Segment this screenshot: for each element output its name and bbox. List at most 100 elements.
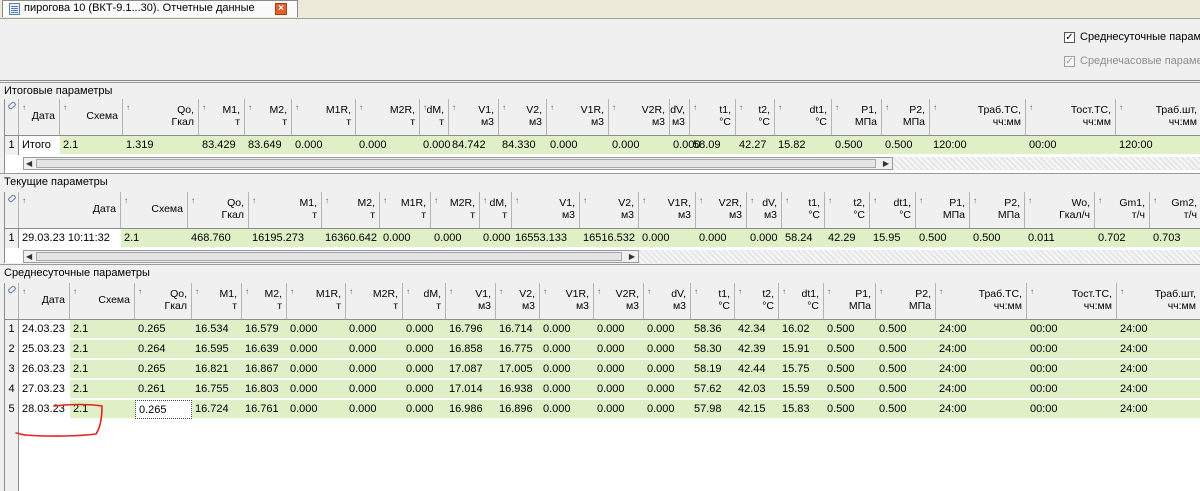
table-cell[interactable]: 0.000 — [383, 232, 411, 244]
table-cell[interactable]: 42.29 — [828, 232, 856, 244]
current-column-header[interactable]: ↑ M1R, т — [380, 192, 431, 228]
table-cell[interactable]: 58.30 — [694, 343, 722, 355]
table-cell[interactable]: 16.761 — [245, 403, 279, 415]
table-cell[interactable]: 0.500 — [973, 232, 1001, 244]
daily-column-header[interactable]: ↑ P1, МПа — [824, 283, 876, 319]
current-column-header[interactable]: ↑ V1R, м3 — [639, 192, 696, 228]
totals-column-header[interactable]: ↑ Дата — [19, 99, 60, 135]
row-number[interactable]: 1 — [5, 136, 19, 155]
table-row[interactable]: 5 28.03.23 2.1 0.265 16.724 16.761 0.000 0.000 0… — [5, 400, 1200, 419]
row-number[interactable]: 1 — [5, 229, 19, 248]
table-cell[interactable]: 0.500 — [885, 139, 913, 151]
current-column-header[interactable]: ↑ dV, м3 — [747, 192, 782, 228]
daily-avg-checkbox[interactable]: ✓ — [1064, 32, 1075, 43]
row-number[interactable]: 3 — [5, 360, 19, 379]
table-cell[interactable]: 00:00 — [1030, 363, 1058, 375]
table-cell[interactable]: 15.91 — [782, 343, 810, 355]
table-cell[interactable]: 57.62 — [694, 383, 722, 395]
table-cell[interactable]: 24:00 — [1120, 403, 1148, 415]
current-column-header[interactable]: ↑ P2, МПа — [970, 192, 1025, 228]
daily-column-header[interactable]: ↑ V2, м3 — [496, 283, 540, 319]
table-cell[interactable]: 0.000 — [290, 403, 318, 415]
table-cell[interactable]: 0.000 — [434, 232, 462, 244]
horizontal-scrollbar[interactable]: ◀ ▶ — [23, 157, 893, 170]
table-cell[interactable]: 0.000 — [647, 383, 675, 395]
table-cell[interactable]: 0.264 — [138, 343, 166, 355]
daily-column-header[interactable]: ↑ P2, МПа — [876, 283, 936, 319]
table-cell[interactable]: 17.014 — [449, 383, 483, 395]
daily-column-header[interactable]: ↑ M1R, т — [287, 283, 346, 319]
table-cell[interactable]: 0.000 — [647, 363, 675, 375]
table-cell[interactable]: 0.000 — [290, 363, 318, 375]
table-cell[interactable]: 16553.133 — [515, 232, 567, 244]
table-cell[interactable]: 15.59 — [782, 383, 810, 395]
table-cell[interactable]: 16.02 — [782, 323, 810, 335]
scroll-left-icon[interactable]: ◀ — [26, 252, 33, 261]
table-row[interactable]: 1 24.03.23 2.1 0.265 16.534 16.579 0.000 0.000 0… — [5, 320, 1200, 339]
table-cell[interactable]: 83.649 — [248, 139, 282, 151]
scroll-left-icon[interactable]: ◀ — [26, 159, 33, 168]
table-cell[interactable]: 0.000 — [543, 403, 571, 415]
table-cell[interactable]: 24:00 — [1120, 323, 1148, 335]
table-cell[interactable]: 0.500 — [827, 343, 855, 355]
current-column-header[interactable]: ↑ Wo, Гкал/ч — [1025, 192, 1095, 228]
table-cell[interactable]: 16.896 — [499, 403, 533, 415]
current-column-header[interactable]: ↑ Дата — [19, 192, 121, 228]
table-cell[interactable]: 0.500 — [879, 363, 907, 375]
table-cell[interactable]: 0.500 — [879, 343, 907, 355]
totals-grid[interactable]: ↑ Дата ↑ Схема ↑ Qo, Гкал ↑ M1, т ↑ M2, т ↑ M1R, т ↑ M2R,… — [4, 99, 1200, 175]
table-cell[interactable]: 15.82 — [778, 139, 806, 151]
table-cell[interactable]: 0.000 — [543, 343, 571, 355]
table-cell[interactable]: 00:00 — [1030, 383, 1058, 395]
table-cell[interactable]: 24:00 — [939, 323, 967, 335]
table-cell[interactable]: 0.000 — [597, 323, 625, 335]
table-cell[interactable]: 84.330 — [502, 139, 536, 151]
table-cell[interactable]: 0.500 — [827, 363, 855, 375]
table-cell[interactable]: 0.000 — [483, 232, 511, 244]
table-cell[interactable]: 0.000 — [406, 363, 434, 375]
table-cell[interactable]: 16360.642 — [325, 232, 377, 244]
totals-column-header[interactable]: ↑ M2, т — [245, 99, 292, 135]
table-cell[interactable]: 2.1 — [73, 323, 89, 335]
table-cell[interactable]: 29.03.23 10:11:32 — [19, 229, 121, 248]
table-cell[interactable]: 42.03 — [738, 383, 766, 395]
table-cell[interactable]: 0.000 — [550, 139, 578, 151]
table-cell[interactable]: 15.95 — [873, 232, 901, 244]
table-cell[interactable]: 0.000 — [699, 232, 727, 244]
table-cell[interactable]: 0.500 — [827, 383, 855, 395]
table-cell[interactable]: 0.265 — [138, 323, 166, 335]
table-cell[interactable]: 15.75 — [782, 363, 810, 375]
daily-column-header[interactable]: ↑ Тост.ТС, чч:мм — [1027, 283, 1117, 319]
table-cell[interactable]: 16.867 — [245, 363, 279, 375]
scroll-right-icon[interactable]: ▶ — [882, 159, 889, 168]
current-grid[interactable]: ↑ Дата ↑ Схема ↑ Qo, Гкал ↑ M1, т ↑ M2, т ↑ M1R, т ↑ M2R,… — [4, 192, 1200, 263]
table-cell[interactable]: 24:00 — [939, 343, 967, 355]
table-cell[interactable]: 58.24 — [785, 232, 813, 244]
row-number[interactable]: 4 — [5, 380, 19, 399]
daily-column-header[interactable]: ↑ V2R, м3 — [594, 283, 644, 319]
table-cell[interactable]: 0.000 — [349, 383, 377, 395]
table-cell[interactable]: 24:00 — [1120, 383, 1148, 395]
table-cell[interactable]: 0.000 — [543, 383, 571, 395]
current-column-header[interactable]: ↑ V1, м3 — [512, 192, 580, 228]
totals-column-header[interactable]: ↑ Траб.ТС, чч:мм — [930, 99, 1026, 135]
table-cell[interactable]: 0.703 — [1153, 232, 1181, 244]
table-cell[interactable]: 0.011 — [1028, 232, 1055, 244]
current-column-header[interactable]: ↑ Схема — [121, 192, 188, 228]
totals-column-header[interactable]: ↑ dM, т — [420, 99, 449, 135]
table-cell[interactable]: 16.986 — [449, 403, 483, 415]
table-cell[interactable]: 0.000 — [359, 139, 387, 151]
daily-column-header[interactable]: ↑ dM, т — [403, 283, 446, 319]
table-cell[interactable]: 0.000 — [673, 139, 701, 151]
table-cell[interactable]: 16516.532 — [583, 232, 635, 244]
table-cell[interactable]: 0.000 — [543, 323, 571, 335]
table-cell[interactable]: 16.775 — [499, 343, 533, 355]
daily-column-header[interactable]: ↑ Траб.ТС, чч:мм — [936, 283, 1027, 319]
table-cell[interactable]: 0.265 — [138, 363, 166, 375]
table-cell[interactable]: 1.319 — [126, 139, 154, 151]
table-row[interactable]: 2 25.03.23 2.1 0.264 16.595 16.639 0.000 0.000 0… — [5, 340, 1200, 359]
daily-column-header[interactable]: ↑ M2, т — [242, 283, 287, 319]
table-cell[interactable]: 0.000 — [406, 383, 434, 395]
totals-column-header[interactable]: ↑ t1, °C — [690, 99, 736, 135]
table-cell[interactable]: 24:00 — [1120, 363, 1148, 375]
